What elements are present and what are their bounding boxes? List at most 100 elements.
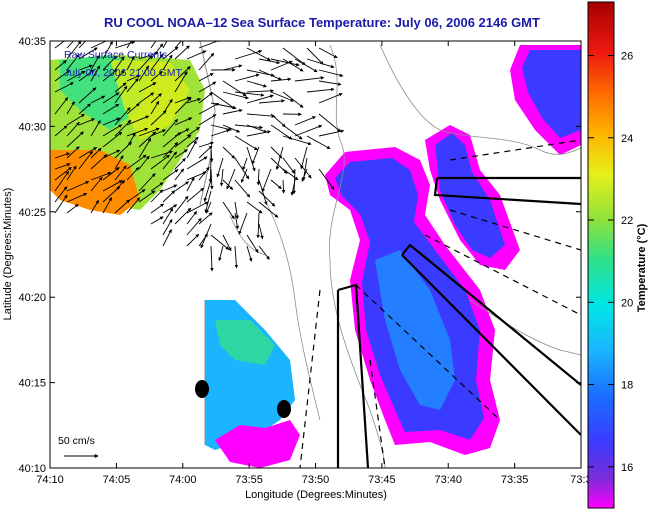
y-tick-label: 40:20 (18, 292, 46, 304)
colorbar (587, 1, 615, 509)
current-vector (162, 46, 179, 60)
current-vector (209, 146, 214, 163)
current-vector (234, 73, 260, 82)
current-vector (198, 92, 213, 104)
land-mass (50, 41, 335, 468)
current-vector (90, 171, 112, 181)
y-axis: 40:10 40:15 40:20 40:25 40:30 40:35 (18, 36, 581, 475)
current-vector (246, 234, 259, 253)
current-vector (138, 173, 156, 192)
current-vector (150, 43, 164, 60)
current-vector (126, 132, 136, 148)
current-vector (258, 223, 264, 240)
current-vector (162, 54, 173, 71)
current-vector (203, 179, 212, 202)
current-vector (275, 146, 284, 171)
current-vector (138, 131, 157, 148)
current-vector (90, 147, 102, 159)
current-vector (66, 146, 80, 159)
coastal-magenta-fringe (215, 420, 300, 468)
current-vector (234, 124, 264, 130)
x-tick-label: 74:05 (103, 474, 131, 486)
current-vector (66, 70, 86, 82)
current-vector (234, 201, 239, 220)
current-vector (251, 146, 260, 165)
current-vector (102, 117, 121, 126)
overlay-label-currents: Raw Surface Currents (64, 49, 167, 61)
current-vector (246, 146, 256, 172)
current-vector (114, 41, 136, 49)
current-vector (78, 146, 98, 159)
bathymetry-contours (229, 44, 581, 468)
x-tick-label: 73:40 (434, 474, 462, 486)
current-vector (240, 168, 248, 183)
current-vector (256, 212, 260, 239)
current-vector (66, 131, 84, 148)
current-vector (222, 146, 236, 159)
current-vector (174, 41, 182, 49)
y-axis-title: Latitude (Degrees:Minutes) (2, 188, 14, 321)
current-vector (294, 124, 323, 137)
current-vector (54, 41, 68, 49)
current-vector (282, 135, 312, 146)
survey-boxes (336, 176, 581, 468)
current-vector (318, 69, 344, 77)
current-vector (90, 176, 103, 192)
current-vector (270, 113, 286, 128)
current-vector (205, 201, 212, 214)
overlay-label-time: July 06, 2006 21:00 GMT (64, 67, 182, 79)
y-tick-label: 40:15 (18, 378, 46, 390)
current-vector (162, 169, 179, 181)
current-vector (102, 41, 113, 60)
x-axis-title: Longitude (Degrees:Minutes) (245, 489, 387, 501)
current-vector (138, 127, 160, 137)
current-vector (258, 245, 270, 260)
current-vector (270, 91, 294, 102)
chart-title: RU COOL NOAA–12 Sea Surface Temperature:… (104, 15, 540, 30)
current-vector (126, 74, 141, 82)
current-vector (150, 203, 165, 214)
current-vector (54, 163, 71, 170)
current-vector (222, 64, 243, 71)
current-vector (261, 168, 272, 193)
northeast-patch-core (435, 133, 505, 258)
current-vector (66, 101, 75, 115)
current-vector (114, 165, 127, 181)
current-vector (114, 107, 131, 126)
current-vector (282, 47, 306, 66)
coastal-water-green (215, 320, 275, 365)
current-vector (246, 245, 253, 262)
current-vector (186, 136, 199, 148)
colorbar-tick-label: 26 (621, 50, 633, 62)
current-vector (222, 108, 243, 115)
current-vector (162, 184, 178, 192)
current-vector (222, 91, 249, 100)
x-tick-label: 73:45 (368, 474, 396, 486)
current-vector (66, 203, 79, 214)
current-vector (150, 93, 162, 104)
current-vector (210, 91, 236, 110)
current-vector (126, 154, 147, 170)
offshore-plume-light (375, 250, 455, 410)
current-vector (126, 56, 135, 71)
current-vector (150, 216, 164, 225)
current-vector (198, 141, 215, 148)
current-vector (198, 102, 220, 115)
current-vector (174, 207, 192, 225)
current-vector (306, 47, 324, 65)
current-vector (126, 41, 132, 49)
current-vector (78, 47, 98, 60)
current-vector (114, 155, 124, 170)
current-vector (210, 245, 214, 272)
current-vector (186, 233, 200, 247)
current-vector (174, 97, 192, 115)
current-vector (126, 167, 140, 181)
current-vector (186, 156, 208, 170)
current-vector (150, 182, 164, 192)
current-vector (258, 201, 279, 218)
current-vector (162, 228, 172, 247)
current-vector (258, 58, 281, 65)
current-vector (282, 124, 303, 140)
current-vector (234, 91, 265, 97)
